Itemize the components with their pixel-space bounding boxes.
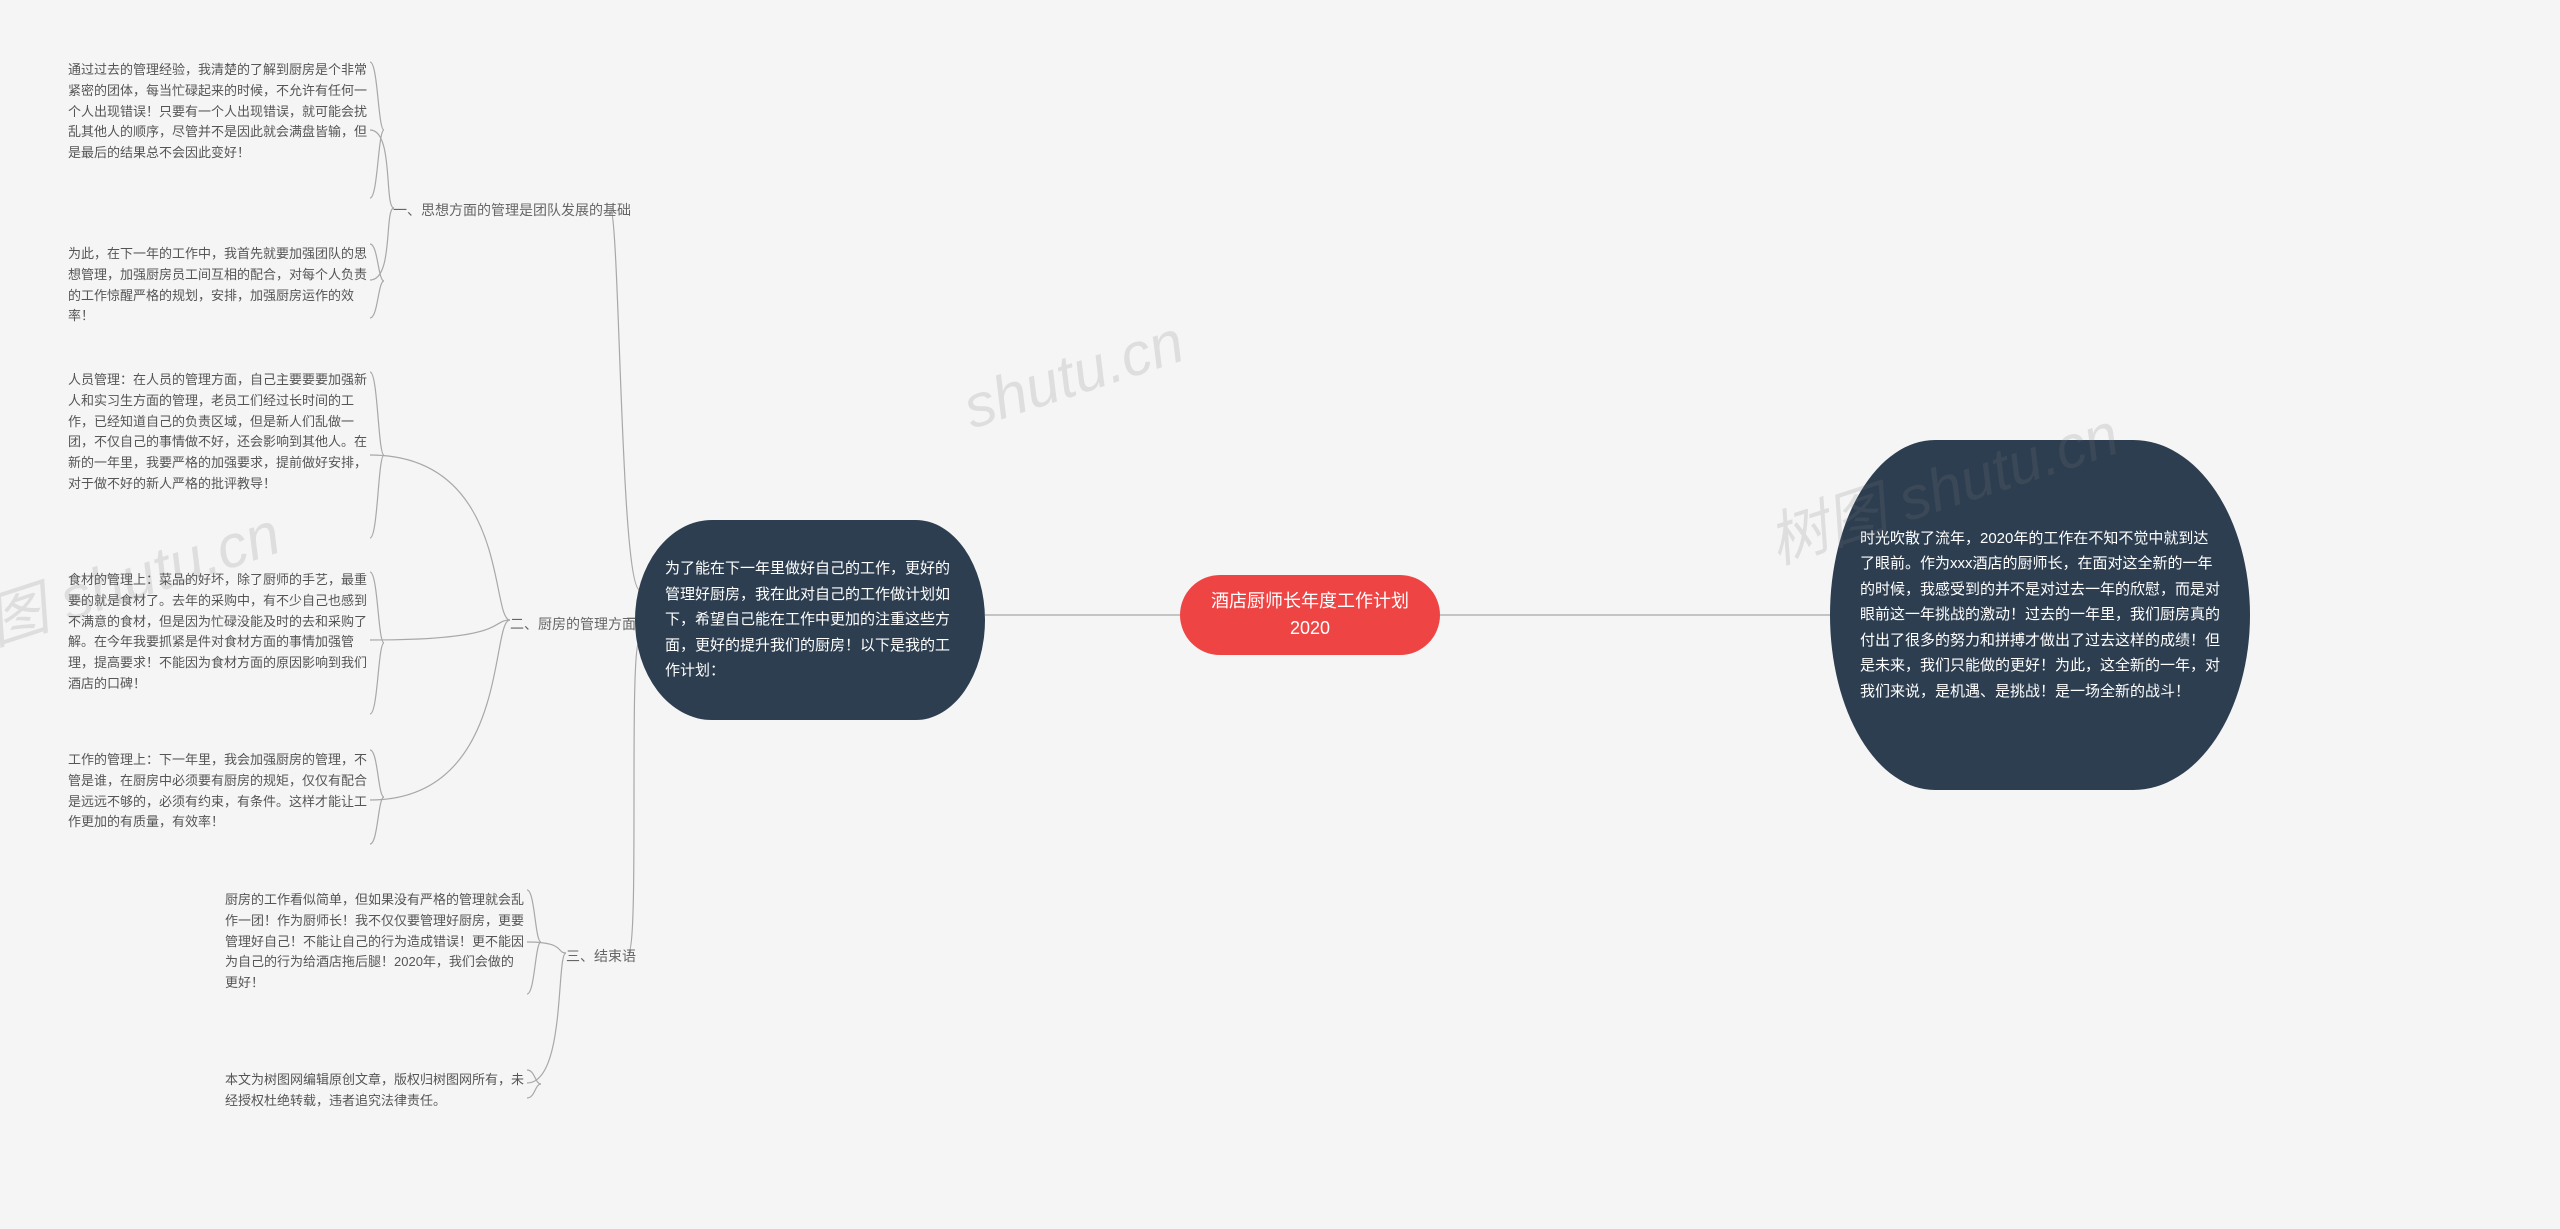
root-node[interactable]: 酒店厨师长年度工作计划2020 (1180, 575, 1440, 655)
connector-s3-l6 (527, 942, 566, 953)
connector-center-s3 (628, 640, 640, 953)
leaf-l4: 食材的管理上：菜品的好坏，除了厨师的手艺，最重要的就是食材了。去年的采购中，有不… (68, 570, 368, 695)
bracket-l4 (370, 572, 384, 714)
bracket-l6 (527, 890, 541, 994)
section-label-s3[interactable]: 三、结束语 (566, 946, 636, 966)
plan-node[interactable]: 为了能在下一年里做好自己的工作，更好的管理好厨房，我在此对自己的工作做计划如下，… (635, 520, 985, 720)
connector-s1-l1 (370, 130, 394, 208)
connector-s2-l3 (370, 455, 510, 620)
section-label-s2[interactable]: 二、厨房的管理方面 (510, 614, 636, 634)
leaf-l1: 通过过去的管理经验，我清楚的了解到厨房是个非常紧密的团体，每当忙碌起来的时候，不… (68, 60, 368, 164)
connector-s3-l7 (527, 953, 566, 1083)
connector-s2-l5 (370, 620, 510, 800)
section-label-s1[interactable]: 一、思想方面的管理是团队发展的基础 (393, 200, 631, 220)
root-text: 酒店厨师长年度工作计划2020 (1210, 588, 1410, 642)
leaf-l7: 本文为树图网编辑原创文章，版权归树图网所有，未经授权杜绝转载，违者追究法律责任。 (225, 1070, 525, 1112)
leaf-l5: 工作的管理上：下一年里，我会加强厨房的管理，不管是谁，在厨房中必须要有厨房的规矩… (68, 750, 368, 833)
intro-node[interactable]: 时光吹散了流年，2020年的工作在不知不觉中就到达了眼前。作为xxx酒店的厨师长… (1830, 440, 2250, 790)
leaf-l2: 为此，在下一年的工作中，我首先就要加强团队的思想管理，加强厨房员工间互相的配合，… (68, 244, 368, 327)
bracket-l2 (370, 244, 384, 318)
intro-text: 时光吹散了流年，2020年的工作在不知不觉中就到达了眼前。作为xxx酒店的厨师长… (1860, 526, 2220, 705)
leaf-l3: 人员管理：在人员的管理方面，自己主要要要加强新人和实习生方面的管理，老员工们经过… (68, 370, 368, 495)
bracket-l5 (370, 750, 384, 844)
connector-s1-l2 (370, 208, 394, 280)
bracket-l3 (370, 372, 384, 538)
watermark-1: shutu.cn (955, 307, 1192, 443)
leaf-l6: 厨房的工作看似简单，但如果没有严格的管理就会乱作一团！作为厨师长！我不仅仅要管理… (225, 890, 525, 994)
connector-s2-l4 (370, 620, 510, 640)
connector-center-s1 (610, 208, 640, 590)
bracket-l1 (370, 62, 384, 198)
bracket-l7 (527, 1070, 541, 1098)
plan-text: 为了能在下一年里做好自己的工作，更好的管理好厨房，我在此对自己的工作做计划如下，… (665, 556, 955, 684)
